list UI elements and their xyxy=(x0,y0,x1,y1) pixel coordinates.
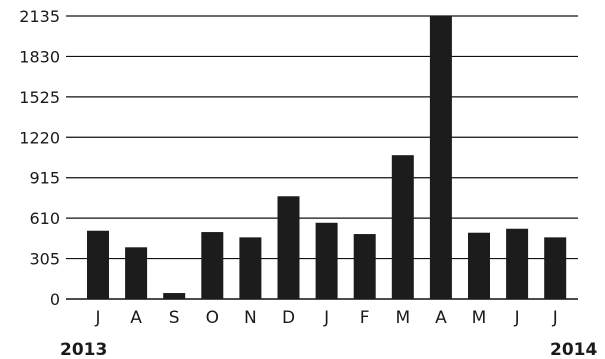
x-tick-label: A xyxy=(435,308,447,328)
grid-lines xyxy=(66,15,578,300)
y-axis-ticks: 0 305 610 915 1220 1525 1830 2135 xyxy=(19,7,60,309)
x-tick-label: A xyxy=(130,308,142,328)
y-tick-label: 0 xyxy=(50,290,60,309)
x-tick-label: J xyxy=(94,308,100,328)
y-tick-label: 1830 xyxy=(19,47,60,66)
x-tick-label: O xyxy=(206,308,219,328)
bar xyxy=(353,234,376,299)
bar xyxy=(201,232,224,299)
x-tick-label: J xyxy=(514,308,520,328)
bar xyxy=(315,222,338,299)
year-start-label: 2013 xyxy=(60,340,107,359)
bar xyxy=(391,155,414,299)
bar xyxy=(429,16,452,299)
y-tick-label: 2135 xyxy=(19,7,60,26)
bar xyxy=(87,230,109,299)
y-tick-label: 1525 xyxy=(19,88,60,107)
bar xyxy=(239,237,262,299)
x-tick-label: D xyxy=(282,308,295,328)
bar xyxy=(277,196,300,299)
x-tick-label: M xyxy=(472,308,487,328)
year-end-label: 2014 xyxy=(550,340,597,359)
x-tick-label: J xyxy=(323,308,329,328)
x-tick-label: J xyxy=(552,308,558,328)
x-tick-label: N xyxy=(244,308,257,328)
bar xyxy=(544,237,567,299)
bar xyxy=(163,293,186,299)
y-tick-label: 1220 xyxy=(19,128,60,147)
y-tick-label: 610 xyxy=(29,209,60,228)
bar xyxy=(125,247,148,299)
bar xyxy=(468,232,490,299)
x-tick-label: M xyxy=(395,308,410,328)
bar xyxy=(506,228,529,299)
y-tick-label: 305 xyxy=(29,250,60,269)
x-tick-label: F xyxy=(360,308,370,328)
x-tick-label: S xyxy=(169,308,180,328)
y-tick-label: 915 xyxy=(29,169,60,188)
bars xyxy=(87,16,567,299)
